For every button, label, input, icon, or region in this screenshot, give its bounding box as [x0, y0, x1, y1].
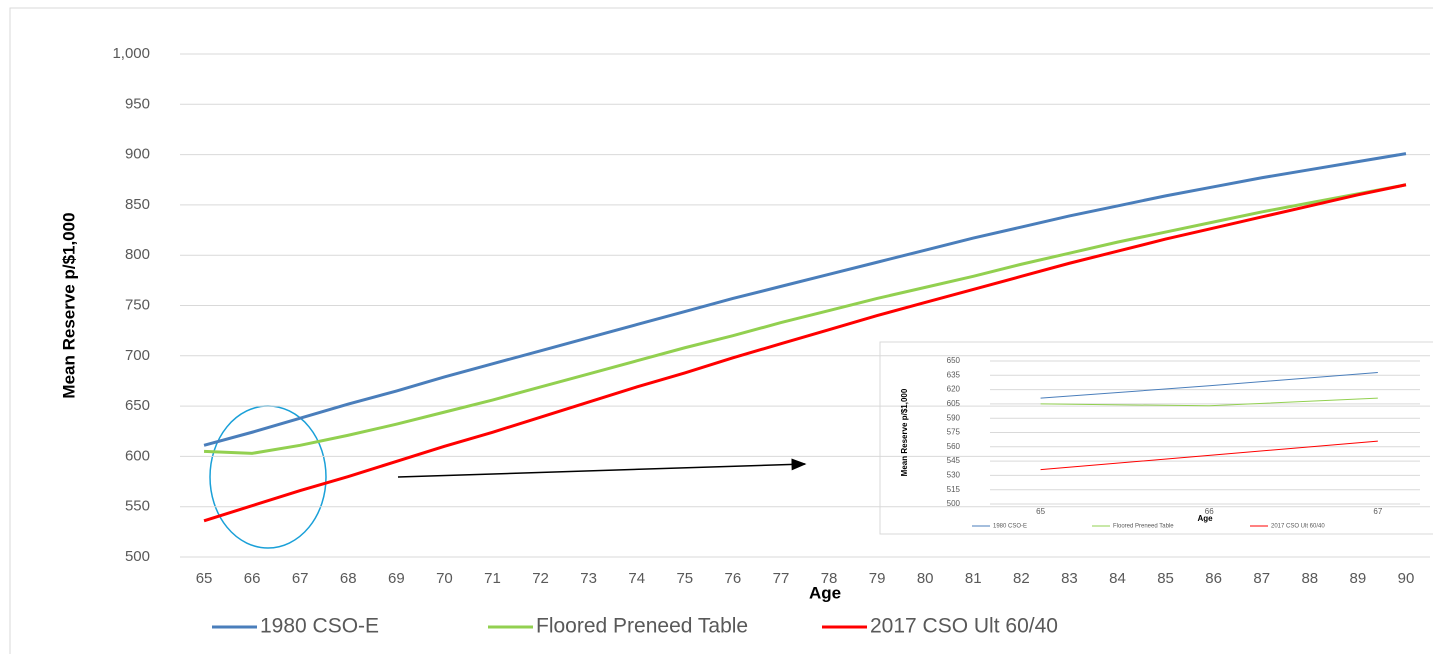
series-line	[203, 183, 1407, 455]
y-tick-label: 700	[125, 347, 150, 364]
y-tick-label: 530	[947, 471, 961, 480]
y-tick-label: 635	[947, 370, 961, 379]
y-tick-label: 1,000	[112, 45, 150, 62]
y-tick-label: 800	[125, 246, 150, 263]
x-tick-label: 67	[1373, 507, 1382, 516]
x-tick-label: 81	[965, 570, 982, 587]
x-tick-label: 89	[1350, 570, 1367, 587]
y-tick-label: 560	[947, 442, 961, 451]
x-tick-label: 90	[1398, 570, 1415, 587]
x-tick-label: 66	[1205, 507, 1214, 516]
x-tick-label: 88	[1301, 570, 1318, 587]
series-line	[1040, 371, 1378, 399]
y-tick-label: 850	[125, 196, 150, 213]
series-line	[203, 152, 1407, 447]
series-line	[1040, 440, 1378, 471]
y-tick-label: 500	[125, 548, 150, 565]
inset-frame	[879, 341, 1433, 535]
x-tick-label: 75	[676, 570, 693, 587]
x-tick-label: 82	[1013, 570, 1030, 587]
x-tick-label: 68	[340, 570, 357, 587]
y-tick-label: 900	[125, 146, 150, 163]
x-tick-label: 77	[773, 570, 790, 587]
y-tick-label: 515	[947, 485, 961, 494]
y-tick-label: 550	[125, 498, 150, 515]
x-tick-label: 70	[436, 570, 453, 587]
y-tick-label: 650	[947, 356, 961, 365]
x-tick-label: 71	[484, 570, 501, 587]
y-axis-title: Mean Reserve p/$1,000	[900, 388, 909, 476]
legend-label: 1980 CSO-E	[993, 524, 1027, 530]
legend-label: 2017 CSO Ult 60/40	[1271, 524, 1325, 530]
series-line	[203, 183, 1407, 523]
x-tick-label: 80	[917, 570, 934, 587]
y-axis-title: Mean Reserve p/$1,000	[59, 212, 78, 398]
x-tick-label: 83	[1061, 570, 1078, 587]
y-tick-label: 605	[947, 399, 961, 408]
x-tick-label: 67	[292, 570, 309, 587]
x-tick-label: 76	[725, 570, 742, 587]
y-tick-label: 545	[947, 456, 961, 465]
x-tick-label: 78	[821, 570, 838, 587]
chart-border	[9, 7, 1433, 654]
x-tick-label: 65	[196, 570, 213, 587]
x-tick-label: 73	[580, 570, 597, 587]
y-tick-label: 950	[125, 95, 150, 112]
x-tick-label: 72	[532, 570, 549, 587]
series-line	[1040, 397, 1378, 407]
x-tick-label: 79	[869, 570, 886, 587]
legend-label: Floored Preneed Table	[1113, 524, 1174, 530]
x-tick-label: 85	[1157, 570, 1174, 587]
y-tick-label: 590	[947, 413, 961, 422]
x-tick-label: 66	[244, 570, 261, 587]
x-tick-label: 87	[1253, 570, 1270, 587]
legend-label: Floored Preneed Table	[536, 615, 748, 638]
x-axis-title: Age	[1197, 514, 1213, 523]
arrow	[397, 458, 807, 478]
y-tick-label: 575	[947, 428, 961, 437]
x-tick-label: 84	[1109, 570, 1126, 587]
legend-label: 2017 CSO Ult 60/40	[870, 615, 1058, 638]
y-tick-label: 500	[947, 499, 961, 508]
x-tick-label: 65	[1036, 507, 1045, 516]
y-tick-label: 750	[125, 296, 150, 313]
y-tick-label: 600	[125, 447, 150, 464]
x-axis-title: Age	[809, 583, 841, 602]
x-tick-label: 86	[1205, 570, 1222, 587]
y-tick-label: 620	[947, 385, 961, 394]
legend-label: 1980 CSO-E	[260, 615, 379, 638]
x-tick-label: 69	[388, 570, 405, 587]
y-tick-label: 650	[125, 397, 150, 414]
x-tick-label: 74	[628, 570, 645, 587]
